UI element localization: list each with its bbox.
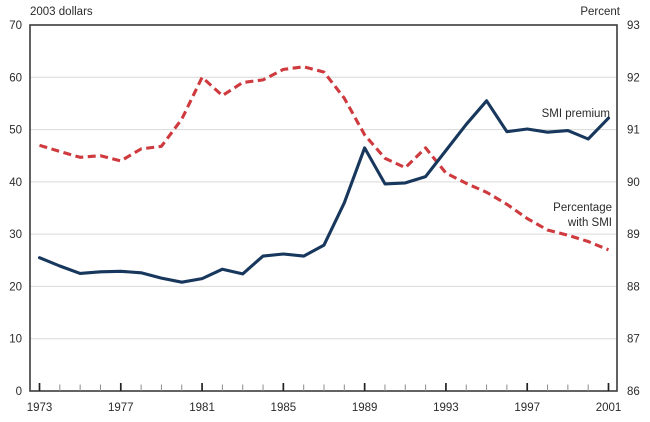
left-tick-label: 60	[9, 72, 22, 84]
smi-premium-line	[37, 99, 611, 284]
left-tick-label: 10	[9, 334, 22, 346]
right-tick-label: 86	[627, 386, 640, 398]
left-axis-title: 2003 dollars	[30, 6, 93, 18]
right-tick-label: 93	[627, 20, 640, 32]
x-tick-label: 1973	[27, 402, 53, 414]
x-tick-label: 2001	[596, 402, 622, 414]
left-tick-label: 20	[9, 281, 22, 293]
percentage-with-smi-annotation-line2: with SMI	[567, 217, 612, 229]
left-tick-label: 40	[9, 177, 22, 189]
right-axis-tick-labels: 86 87 88 89 90 91 92 93	[627, 20, 640, 398]
x-tick-label: 1985	[271, 402, 297, 414]
x-axis-ticks	[38, 383, 610, 391]
percentage-with-smi-line	[39, 65, 610, 252]
right-tick-label: 91	[627, 125, 640, 137]
x-axis-tick-labels: 1973 1977 1981 1985 1989 1993 1997 2001	[27, 402, 622, 414]
left-tick-label: 30	[9, 229, 22, 241]
right-axis-title: Percent	[580, 6, 620, 18]
right-tick-label: 87	[627, 334, 640, 346]
x-tick-label: 1977	[108, 402, 134, 414]
plot-frame	[29, 24, 618, 392]
percentage-with-smi-annotation-line1: Percentage	[553, 202, 612, 214]
right-tick-label: 88	[627, 281, 640, 293]
x-tick-label: 1981	[189, 402, 215, 414]
left-tick-label: 50	[9, 125, 22, 137]
left-tick-label: 0	[16, 386, 22, 398]
smi-premium-annotation: SMI premium	[542, 108, 610, 120]
left-tick-label: 70	[9, 20, 22, 32]
x-tick-label: 1997	[514, 402, 540, 414]
left-axis-tick-labels: 0 10 20 30 40 50 60 70	[9, 20, 22, 398]
right-tick-label: 89	[627, 229, 640, 241]
x-tick-label: 1989	[352, 402, 378, 414]
right-tick-label: 92	[627, 72, 640, 84]
right-tick-label: 90	[627, 177, 640, 189]
x-tick-label: 1993	[433, 402, 459, 414]
horizontal-gridlines	[30, 76, 617, 340]
